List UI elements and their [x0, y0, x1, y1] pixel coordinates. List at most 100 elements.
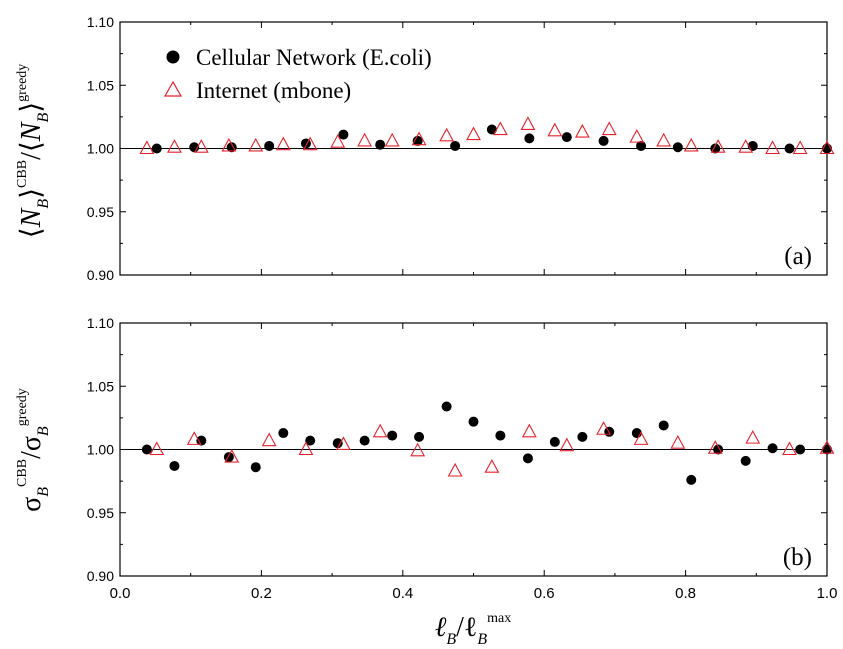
point-cellular — [250, 462, 261, 473]
x-tick-label: 1.0 — [817, 585, 838, 602]
point-internet — [710, 139, 726, 153]
point-internet — [547, 122, 563, 137]
point-cellular — [468, 416, 479, 427]
x-tick-label: 0.4 — [392, 585, 413, 602]
point-cellular — [151, 143, 162, 154]
point-cellular — [522, 453, 533, 464]
point-cellular — [278, 428, 289, 439]
point-internet — [574, 123, 590, 138]
point-internet — [193, 139, 209, 153]
legend-marker-cellular — [166, 50, 180, 64]
point-internet — [221, 137, 237, 152]
legend-marker-internet — [163, 80, 183, 97]
point-cellular — [141, 444, 152, 455]
panel-label-b: (b) — [783, 544, 812, 571]
y-tick-label: 1.00 — [87, 141, 114, 157]
point-cellular — [441, 401, 452, 412]
point-internet — [633, 431, 649, 445]
point-cellular — [784, 143, 795, 154]
point-cellular — [264, 140, 275, 151]
panel-label-a: (a) — [784, 243, 812, 270]
point-internet — [819, 140, 835, 155]
point-cellular — [450, 140, 461, 151]
legend-label-cellular: Cellular Network (E.coli) — [196, 45, 432, 70]
point-internet — [149, 441, 165, 456]
point-internet — [782, 441, 797, 456]
point-cellular — [561, 132, 572, 143]
point-internet — [656, 132, 672, 147]
y-axis-label-b: σBCBB/σBgreedy — [15, 388, 52, 512]
y-tick-label: 0.90 — [87, 267, 114, 283]
y-tick-label: 0.90 — [87, 568, 114, 584]
point-internet — [384, 132, 400, 147]
point-internet — [670, 435, 686, 449]
point-cellular — [686, 474, 697, 485]
point-internet — [372, 423, 388, 438]
point-cellular — [332, 438, 343, 449]
x-tick-label: 0.8 — [675, 585, 696, 602]
x-axis-label: ℓB/ℓBmax — [435, 611, 512, 648]
y-ticks-a: 0.90 0.95 1.00 1.05 1.10 — [87, 14, 828, 283]
point-internet — [629, 128, 645, 143]
point-internet — [596, 421, 612, 435]
point-internet — [484, 459, 500, 473]
point-internet — [683, 137, 699, 152]
x-ticks-b: 0.0 0.2 0.4 0.6 0.8 1.0 — [110, 323, 838, 602]
point-internet — [298, 441, 314, 456]
y-tick-label: 1.10 — [87, 14, 114, 30]
point-internet — [819, 440, 835, 454]
y-tick-label: 1.10 — [87, 315, 114, 331]
point-cellular — [598, 135, 609, 146]
point-internet — [792, 140, 808, 155]
point-internet — [186, 431, 202, 445]
point-cellular — [486, 124, 497, 135]
point-internet — [275, 136, 291, 151]
panel-a: 0.90 0.95 1.00 1.05 1.10 (a) Cellular Networ… — [15, 14, 835, 283]
point-cellular — [636, 140, 647, 151]
x-tick-label: 0.0 — [110, 585, 131, 602]
point-internet — [335, 436, 351, 450]
point-internet — [302, 136, 318, 151]
point-cellular — [740, 455, 751, 466]
point-internet — [410, 442, 426, 457]
legend-label-internet: Internet (mbone) — [196, 78, 351, 103]
y-tick-label: 0.95 — [87, 505, 114, 521]
y-axis-label-a: ⟨NB⟩CBB/⟨NB⟩greedy — [15, 64, 52, 239]
point-cellular — [414, 431, 425, 442]
point-internet — [357, 132, 373, 147]
data-points-b — [141, 401, 835, 485]
point-cellular — [658, 420, 669, 431]
point-cellular — [338, 129, 349, 140]
point-cellular — [524, 133, 535, 144]
point-cellular — [375, 139, 386, 150]
point-cellular — [359, 435, 370, 446]
point-cellular — [196, 435, 207, 446]
point-cellular — [223, 452, 234, 463]
point-internet — [330, 134, 346, 148]
point-internet — [521, 423, 537, 438]
legend: Cellular Network (E.coli) Internet (mbon… — [163, 45, 432, 103]
point-cellular — [549, 436, 560, 447]
point-cellular — [169, 460, 180, 471]
point-internet — [559, 437, 575, 452]
point-internet — [167, 139, 182, 153]
y-tick-label: 1.00 — [87, 442, 114, 458]
point-internet — [738, 139, 754, 153]
point-internet — [745, 429, 761, 444]
point-internet — [411, 131, 427, 146]
panel-b: 0.900.951.001.051.10 0.0 0.2 0.4 0.6 0.8 1.0 … — [15, 315, 837, 648]
point-internet — [466, 126, 481, 141]
x-tick-label: 0.6 — [534, 585, 555, 602]
point-internet — [601, 121, 617, 136]
point-cellular — [412, 135, 423, 146]
point-internet — [261, 432, 277, 447]
point-cellular — [672, 142, 683, 153]
point-internet — [765, 140, 780, 155]
point-internet — [224, 448, 240, 463]
point-cellular — [495, 430, 506, 441]
x-tick-label: 0.2 — [251, 585, 272, 602]
point-internet — [447, 462, 463, 477]
point-cellular — [795, 444, 806, 455]
point-cellular — [767, 443, 778, 454]
